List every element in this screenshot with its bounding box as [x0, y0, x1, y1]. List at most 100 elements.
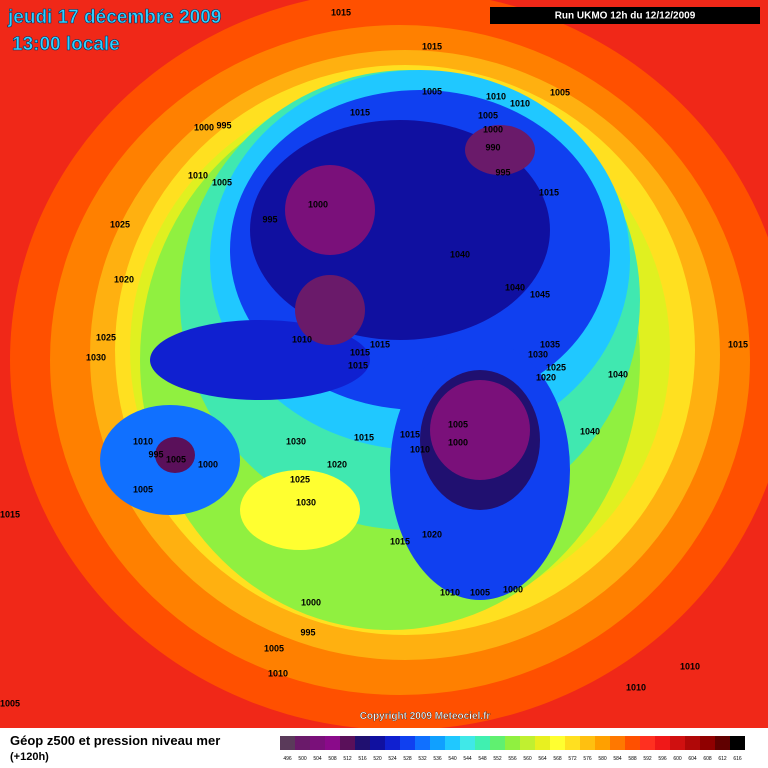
time-title: 13:00 locale [12, 34, 120, 55]
isobar-label: 1010 [410, 444, 430, 454]
isobar-label: 1035 [540, 339, 560, 349]
scale-swatch [670, 736, 685, 750]
isobar-label: 995 [262, 214, 277, 224]
isobar-label: 1020 [327, 459, 347, 469]
scale-swatch [580, 736, 595, 750]
isobar-label: 1005 [212, 177, 232, 187]
isobar-label: 1005 [422, 86, 442, 96]
scale-swatch [700, 736, 715, 750]
scale-swatch [685, 736, 700, 750]
isobar-label: 990 [485, 142, 500, 152]
run-box [490, 7, 760, 24]
isobar-label: 1010 [680, 661, 700, 671]
scale-label: 576 [583, 756, 592, 762]
scale-label: 568 [553, 756, 562, 762]
isobar-label: 1030 [86, 352, 106, 362]
scale-swatch [340, 736, 355, 750]
isobar-label: 1010 [440, 587, 460, 597]
scale-swatch [715, 736, 730, 750]
scale-swatch [310, 736, 325, 750]
isobar-label: 1015 [350, 107, 370, 117]
run-info: Run UKMO 12h du 12/12/2009 [555, 11, 696, 22]
isobar-label: 1005 [133, 484, 153, 494]
legend-title: Géop z500 et pression niveau mer [10, 733, 220, 748]
isobar-label: 1000 [194, 122, 214, 132]
scale-label: 516 [358, 756, 367, 762]
scale-swatch [640, 736, 655, 750]
isobar-label: 1030 [286, 436, 306, 446]
color-scale: 496 500 504 508 512 516 520 524 528 532 536 540 544 5… [280, 736, 745, 762]
isobar-label: 1015 [348, 360, 368, 370]
isobar-label: 1010 [292, 334, 312, 344]
isobar-label: 995 [148, 449, 163, 459]
scale-label: 524 [388, 756, 397, 762]
scale-label: 556 [508, 756, 517, 762]
geopotential-bands [10, 0, 768, 730]
isobar-label: 1025 [546, 362, 566, 372]
scale-swatch [400, 736, 415, 750]
scale-label: 540 [448, 756, 457, 762]
scale-swatch [490, 736, 505, 750]
isobar-label: 1040 [505, 282, 525, 292]
isobar-label: 1015 [331, 7, 351, 17]
scale-swatch [280, 736, 295, 750]
legend-subtitle: (+120h) [10, 751, 49, 763]
isobar-label: 1015 [422, 41, 442, 51]
isobar-label: 995 [495, 167, 510, 177]
isobar-label: 1010 [486, 91, 506, 101]
isobar-label: 1030 [296, 497, 316, 507]
isobar-label: 1045 [530, 289, 550, 299]
scale-label: 592 [643, 756, 652, 762]
isobar-label: 1015 [400, 429, 420, 439]
isobar-label: 1015 [354, 432, 374, 442]
scale-label: 504 [313, 756, 322, 762]
scale-label: 528 [403, 756, 412, 762]
scale-swatch [505, 736, 520, 750]
scale-swatch [475, 736, 490, 750]
copyright: Copyright 2009 Meteociel.fr [360, 711, 491, 722]
scale-label: 612 [718, 756, 727, 762]
isobar-label: 995 [216, 120, 231, 130]
isobar-label: 1010 [133, 436, 153, 446]
scale-swatch [385, 736, 400, 750]
isobar-label: 1010 [510, 98, 530, 108]
isobar-label: 1000 [308, 199, 328, 209]
scale-swatch [295, 736, 310, 750]
isobar-label: 1010 [626, 682, 646, 692]
isobar-label: 1015 [539, 187, 559, 197]
scale-swatch [595, 736, 610, 750]
scale-swatch [730, 736, 745, 750]
scale-swatch [415, 736, 430, 750]
scale-label: 560 [523, 756, 532, 762]
scale-label: 544 [463, 756, 472, 762]
isobar-label: 1025 [110, 219, 130, 229]
isobar-label: 1010 [268, 668, 288, 678]
isobar-label: 1000 [448, 437, 468, 447]
scale-label: 564 [538, 756, 547, 762]
scale-label: 536 [433, 756, 442, 762]
isobar-label: 1005 [0, 698, 20, 708]
scale-swatch [355, 736, 370, 750]
scale-label: 496 [283, 756, 292, 762]
isobar-label: 1005 [550, 87, 570, 97]
isobar-label: 1030 [528, 349, 548, 359]
scale-swatch [460, 736, 475, 750]
isobar-label: 1000 [198, 459, 218, 469]
isobar-label: 1020 [422, 529, 442, 539]
scale-swatch [625, 736, 640, 750]
scale-swatch [445, 736, 460, 750]
scale-label: 616 [733, 756, 742, 762]
scale-label: 520 [373, 756, 382, 762]
isobar-label: 1005 [478, 110, 498, 120]
isobar-label: 1015 [370, 339, 390, 349]
scale-label: 548 [478, 756, 487, 762]
scale-label: 512 [343, 756, 352, 762]
scale-swatch [565, 736, 580, 750]
scale-swatch [370, 736, 385, 750]
isobar-label: 1020 [536, 372, 556, 382]
isobar-label: 1025 [290, 474, 310, 484]
date-title: jeudi 17 décembre 2009 [7, 7, 221, 28]
scale-swatch [535, 736, 550, 750]
